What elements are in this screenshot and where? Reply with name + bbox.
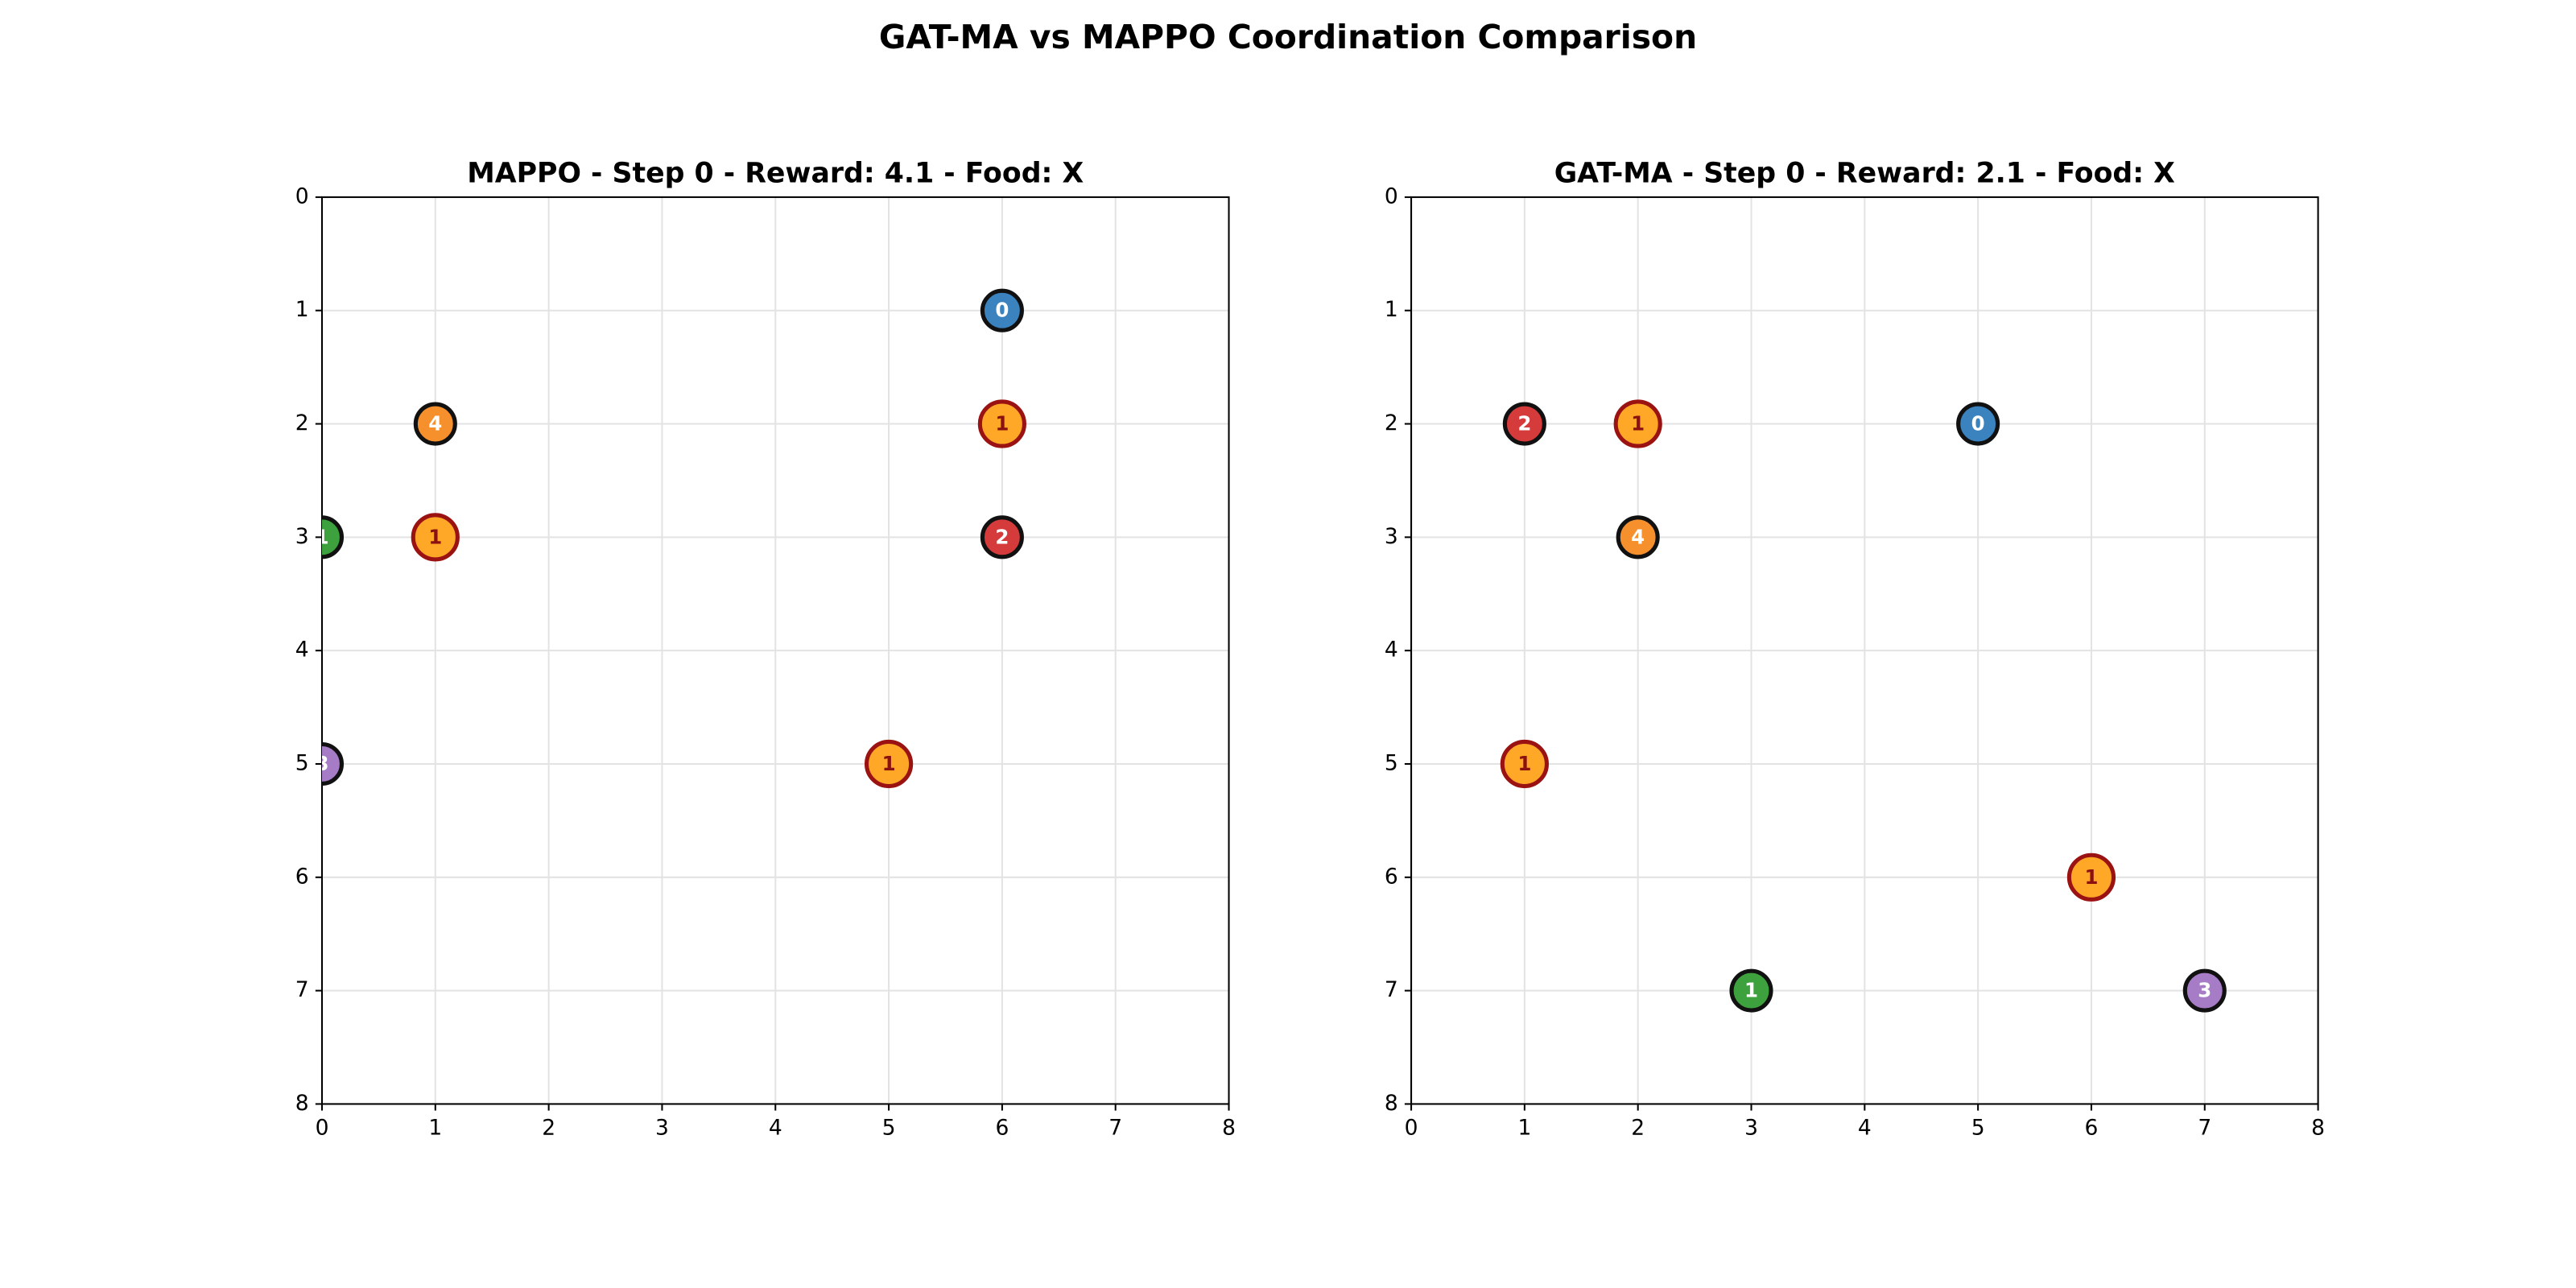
point-label: 1 xyxy=(1744,979,1758,1002)
agent-marker xyxy=(980,288,1024,332)
agent-marker xyxy=(1729,968,1773,1013)
point-label: 1 xyxy=(882,752,896,775)
subplot: GAT-MA - Step 0 - Reward: 2.1 - Food: X 0… xyxy=(1385,157,2325,1140)
y-tick-label: 3 xyxy=(295,524,309,549)
y-tick-label: 2 xyxy=(295,411,309,436)
x-tick-label: 0 xyxy=(316,1116,329,1141)
y-tick-label: 3 xyxy=(1385,524,1398,549)
x-tick-label: 0 xyxy=(1405,1116,1418,1141)
y-tick-label: 5 xyxy=(295,750,309,775)
x-tick-label: 7 xyxy=(1108,1116,1122,1141)
agent-marker xyxy=(1502,402,1546,446)
y-tick-label: 7 xyxy=(295,977,309,1002)
point-label: 0 xyxy=(995,299,1009,322)
points: 0 4 2 1 3 1 1 1 xyxy=(315,288,1026,789)
x-tick-label: 4 xyxy=(1858,1116,1872,1141)
food-marker xyxy=(1613,399,1662,448)
y-tick-label: 8 xyxy=(295,1091,309,1116)
x-tick-label: 1 xyxy=(428,1116,442,1141)
agent-marker xyxy=(322,515,345,559)
subplot-title: MAPPO - Step 0 - Reward: 4.1 - Food: X xyxy=(467,157,1084,189)
point-label: 3 xyxy=(315,752,328,775)
food-marker xyxy=(977,399,1026,448)
point-label: 2 xyxy=(995,525,1009,548)
x-tick-label: 2 xyxy=(1631,1116,1645,1141)
point-label: 4 xyxy=(1631,525,1645,548)
x-tick-label: 1 xyxy=(1517,1116,1531,1141)
food-marker xyxy=(2066,852,2116,902)
y-tick-label: 5 xyxy=(1385,750,1398,775)
x-tick-label: 7 xyxy=(2198,1116,2211,1141)
point-label: 1 xyxy=(315,525,328,548)
x-tick-label: 8 xyxy=(2311,1116,2325,1141)
point-label: 1 xyxy=(428,525,442,548)
agent-marker xyxy=(322,741,345,786)
axes-frame xyxy=(320,196,1230,1105)
agent-marker xyxy=(1956,402,2000,446)
y-tick-label: 6 xyxy=(1385,864,1398,889)
x-tick-label: 6 xyxy=(995,1116,1009,1141)
food-marker xyxy=(411,513,460,562)
food-marker xyxy=(1500,739,1549,789)
point-label: 4 xyxy=(428,412,442,436)
point-label: 1 xyxy=(1517,752,1531,775)
point-label: 0 xyxy=(1971,412,1985,436)
x-tick-label: 5 xyxy=(1971,1116,1985,1141)
axes-frame xyxy=(1410,196,2319,1105)
y-tick-label: 2 xyxy=(1385,411,1398,436)
x-tick-label: 4 xyxy=(769,1116,782,1141)
y-tick-label: 4 xyxy=(1385,638,1398,663)
food-marker xyxy=(864,739,914,789)
points: 2 0 4 1 3 1 1 1 xyxy=(1500,399,2227,1013)
y-tick-label: 1 xyxy=(295,297,309,322)
point-label: 1 xyxy=(1631,412,1645,436)
x-tick-label: 6 xyxy=(2085,1116,2099,1141)
subplot: MAPPO - Step 0 - Reward: 4.1 - Food: X 0 1… xyxy=(295,157,1236,1140)
x-tick-label: 3 xyxy=(1744,1116,1758,1141)
x-tick-label: 5 xyxy=(882,1116,896,1141)
y-tick-label: 4 xyxy=(295,638,309,663)
point-label: 1 xyxy=(995,412,1009,436)
agent-marker xyxy=(1616,515,1660,559)
y-tick-label: 6 xyxy=(295,864,309,889)
agent-marker xyxy=(980,515,1024,559)
subplot-title: GAT-MA - Step 0 - Reward: 2.1 - Food: X xyxy=(1554,157,2175,189)
x-tick-label: 3 xyxy=(655,1116,669,1141)
y-tick-label: 0 xyxy=(1385,184,1398,208)
y-tick-label: 7 xyxy=(1385,977,1398,1002)
y-tick-label: 8 xyxy=(1385,1091,1398,1116)
y-tick-label: 1 xyxy=(1385,297,1398,322)
point-label: 1 xyxy=(2084,865,2098,889)
x-tick-label: 8 xyxy=(1222,1116,1236,1141)
y-tick-label: 0 xyxy=(295,184,309,208)
point-label: 2 xyxy=(1517,412,1531,436)
x-tick-label: 2 xyxy=(542,1116,555,1141)
agent-marker xyxy=(413,402,457,446)
figure-title: GAT-MA vs MAPPO Coordination Comparison xyxy=(879,18,1697,56)
point-label: 3 xyxy=(2198,979,2211,1002)
agent-marker xyxy=(2182,968,2227,1013)
